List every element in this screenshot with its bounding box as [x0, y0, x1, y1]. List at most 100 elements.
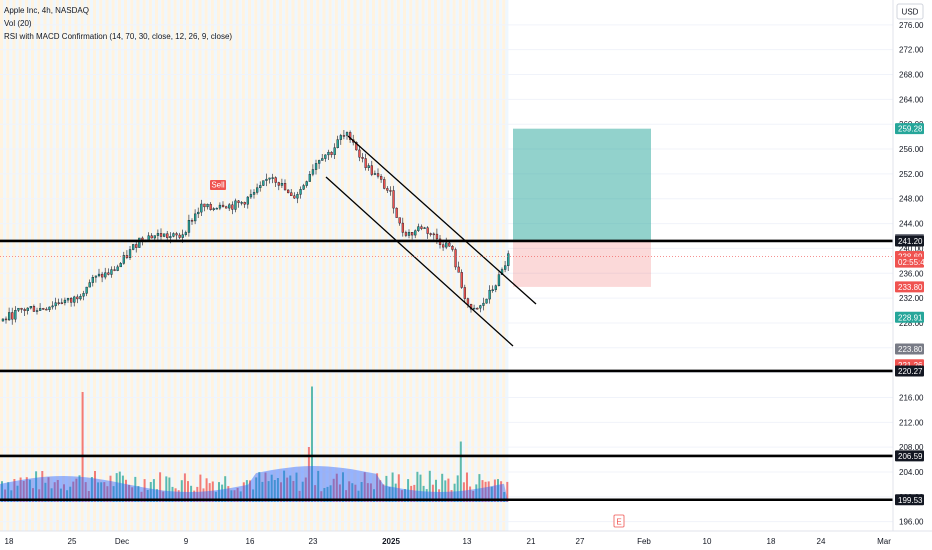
sell-signal-badge[interactable]	[210, 180, 226, 190]
session-stripe	[337, 0, 341, 531]
candle-body	[29, 306, 32, 309]
session-stripe	[396, 0, 400, 531]
volume-bar	[227, 486, 230, 502]
volume-indicator-label[interactable]: Vol (20)	[4, 19, 32, 28]
candle-body	[457, 266, 460, 273]
session-stripe	[359, 0, 363, 531]
candle-body	[280, 183, 284, 186]
candle-body	[1, 318, 5, 322]
time-tick-label: 25	[68, 537, 77, 546]
take-profit-zone[interactable]	[513, 128, 651, 241]
volume-bar	[171, 486, 174, 502]
candle-body	[63, 299, 67, 304]
session-stripe	[167, 0, 171, 531]
volume-bar	[177, 490, 180, 502]
candle-body	[35, 310, 39, 312]
price-tick-label: 212.00	[899, 418, 924, 427]
volume-bar	[413, 484, 416, 502]
session-stripe	[71, 0, 75, 531]
session-stripe	[226, 0, 230, 531]
volume-bar	[19, 477, 22, 502]
volume-bar	[245, 480, 248, 502]
horizontal-levels[interactable]	[0, 239, 893, 502]
price-tick-label: 196.00	[899, 518, 924, 527]
session-stripe	[300, 0, 304, 531]
session-stripe	[415, 0, 419, 531]
session-stripe	[440, 0, 444, 531]
candle-body	[4, 318, 8, 321]
volume-bar	[332, 478, 335, 502]
session-stripe	[74, 0, 78, 531]
currency-button[interactable]	[896, 3, 924, 20]
volume-bar	[190, 485, 193, 502]
volume-bar	[462, 482, 465, 502]
price-label-tag	[895, 235, 924, 247]
volume-bar	[50, 488, 53, 502]
volume-bar	[28, 479, 31, 502]
session-stripe	[471, 0, 475, 531]
candle-body	[69, 298, 73, 303]
candle-body	[224, 206, 228, 209]
time-tick-label: 2025	[382, 537, 400, 546]
session-stripe	[409, 0, 413, 531]
candle-body	[373, 173, 377, 175]
volume-bar	[348, 481, 351, 502]
volume-bar	[484, 481, 487, 502]
volume-bar	[351, 483, 354, 502]
candle-body	[442, 244, 445, 248]
volume-bar	[379, 480, 382, 502]
volume-bar	[466, 472, 468, 502]
session-stripe	[155, 0, 159, 531]
session-stripe	[254, 0, 258, 531]
sell-signal-label: Sell	[211, 181, 225, 190]
rsi-macd-indicator-label[interactable]: RSI with MACD Confirmation (14, 70, 30, …	[4, 32, 233, 41]
time-axis[interactable]: 18 25 Dec 9 16 23 2025 13 21 27 Feb 10 18 24 Mar	[0, 530, 932, 550]
price-label-tag	[895, 365, 924, 377]
session-stripe	[83, 0, 87, 531]
candle-body	[91, 277, 95, 283]
price-tick-label: 216.00	[899, 393, 924, 402]
session-stripe	[393, 0, 397, 531]
volume-bar	[478, 474, 481, 502]
session-stripe	[455, 0, 459, 531]
long-position-tool[interactable]	[513, 128, 651, 287]
symbol-title[interactable]: Apple Inc, 4h, NASDAQ	[4, 6, 89, 15]
earnings-marker[interactable]	[613, 514, 625, 528]
session-stripe	[127, 0, 131, 531]
session-stripe	[313, 0, 317, 531]
volume-bar	[320, 491, 323, 502]
candle-body	[119, 263, 122, 268]
session-stripe	[356, 0, 360, 531]
session-stripe	[173, 0, 177, 531]
candle-body	[243, 202, 246, 205]
channel-line[interactable]	[347, 135, 537, 305]
session-stripe	[430, 0, 434, 531]
channel-line[interactable]	[325, 176, 514, 347]
session-stripe	[266, 0, 270, 531]
price-axis[interactable]: USD276.00272.00268.00264.00260.00256.002…	[892, 0, 932, 550]
volume-bar	[459, 441, 462, 502]
candle-body	[57, 302, 60, 304]
price-tick-label: 208.00	[899, 443, 924, 452]
volume-bar	[81, 392, 84, 502]
session-stripe	[403, 0, 407, 531]
volume-bar	[360, 482, 363, 502]
volume-bar	[168, 477, 171, 502]
price-tick-label: 256.00	[899, 145, 924, 154]
price-label-text: 02:55:47	[898, 258, 930, 267]
session-stripe	[213, 0, 217, 531]
candle-body	[321, 158, 324, 161]
candle-body	[479, 305, 482, 309]
stop-loss-zone[interactable]	[513, 240, 651, 287]
session-stripe	[6, 0, 10, 531]
session-stripe	[195, 0, 199, 531]
price-tick-label: 268.00	[899, 71, 924, 80]
candle-body	[203, 203, 206, 208]
trend-channel[interactable]	[325, 135, 537, 347]
volume-bar	[162, 491, 165, 502]
candle-body	[342, 135, 346, 137]
candle-body	[274, 177, 277, 183]
session-stripe	[223, 0, 227, 531]
session-stripe	[170, 0, 174, 531]
